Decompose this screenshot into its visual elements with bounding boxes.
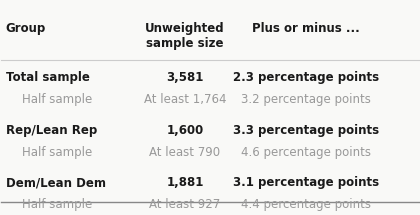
Text: Dem/Lean Dem: Dem/Lean Dem	[5, 176, 105, 189]
Text: 1,881: 1,881	[166, 176, 204, 189]
Text: Total sample: Total sample	[5, 71, 89, 84]
Text: 4.4 percentage points: 4.4 percentage points	[241, 198, 371, 211]
Text: 3,581: 3,581	[166, 71, 204, 84]
Text: Group: Group	[5, 22, 46, 35]
Text: Unweighted
sample size: Unweighted sample size	[145, 22, 225, 50]
Text: Plus or minus ...: Plus or minus ...	[252, 22, 360, 35]
Text: 3.2 percentage points: 3.2 percentage points	[241, 93, 371, 106]
Text: At least 1,764: At least 1,764	[144, 93, 226, 106]
Text: 3.1 percentage points: 3.1 percentage points	[233, 176, 379, 189]
Text: 4.6 percentage points: 4.6 percentage points	[241, 146, 371, 159]
Text: 2.3 percentage points: 2.3 percentage points	[233, 71, 379, 84]
Text: At least 790: At least 790	[150, 146, 220, 159]
Text: Rep/Lean Rep: Rep/Lean Rep	[5, 124, 97, 137]
Text: Half sample: Half sample	[22, 146, 92, 159]
Text: 1,600: 1,600	[166, 124, 204, 137]
Text: 3.3 percentage points: 3.3 percentage points	[233, 124, 379, 137]
Text: At least 927: At least 927	[150, 198, 220, 211]
Text: Half sample: Half sample	[22, 198, 92, 211]
Text: Half sample: Half sample	[22, 93, 92, 106]
